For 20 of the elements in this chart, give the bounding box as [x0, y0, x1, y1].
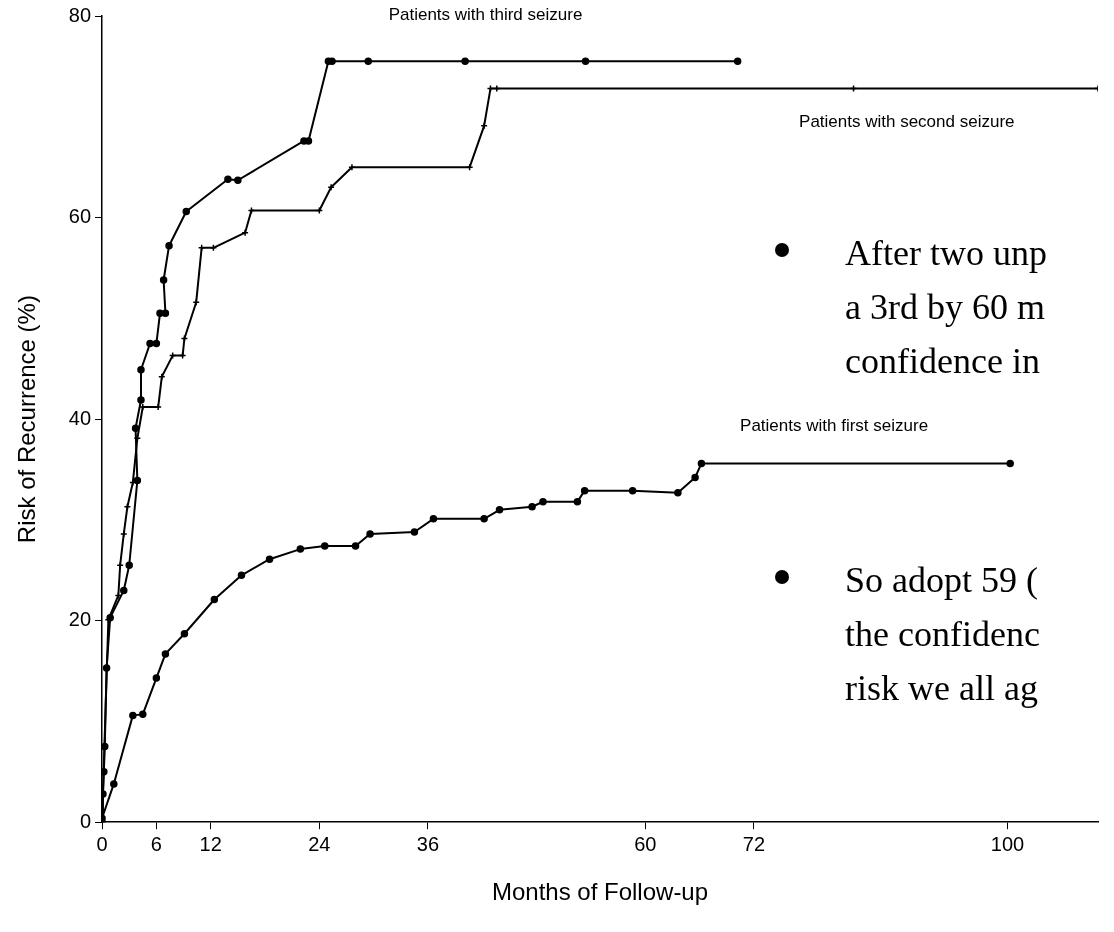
x-tick-label: 36	[416, 832, 440, 855]
y-tick-label: 20	[68, 608, 92, 631]
series-label: Patients with first seizure	[740, 416, 929, 436]
x-axis-title: Months of Follow-up	[491, 878, 709, 906]
x-tick-label: 0	[96, 832, 108, 855]
series-label: Patients with second seizure	[799, 112, 1015, 132]
y-axis-title: Risk of Recurrence (%)	[13, 295, 41, 544]
y-tick-label: 80	[68, 3, 92, 26]
annotation: After two unp a 3rd by 60 m confidence in	[845, 232, 1047, 383]
y-tick-label: 40	[68, 406, 92, 429]
x-tick-label: 12	[199, 832, 222, 855]
x-tick-label: 24	[308, 832, 331, 855]
y-tick-label: 60	[68, 205, 92, 228]
x-tick-label: 60	[634, 832, 657, 855]
x-tick-label: 100	[990, 832, 1025, 855]
text: Patients with third seizure	[388, 5, 583, 25]
x-tick-label: 6	[150, 832, 162, 855]
x-tick-label: 72	[742, 832, 766, 855]
y-tick-label: 0	[79, 809, 92, 832]
annotation: So adopt 59 ( the confidenc risk we all ag	[845, 559, 1040, 710]
